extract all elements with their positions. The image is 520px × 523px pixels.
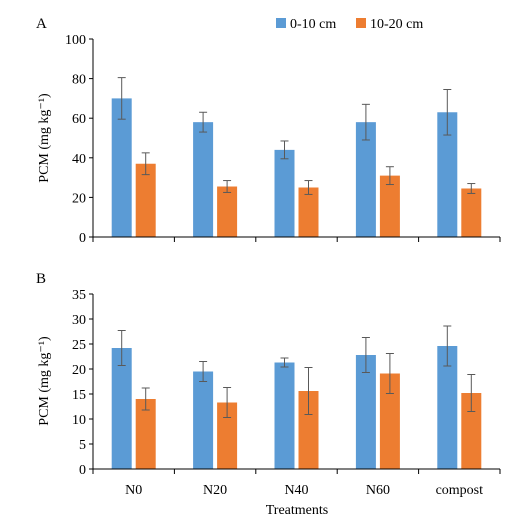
y-tick-label-b: 5 [79,438,86,453]
bar-a-s1-n40 [274,149,295,237]
legend-swatch-10-20cm [356,18,366,28]
bar-a-s1-n60 [355,122,376,237]
y-axis-label-a: PCM (mg kg⁻¹) [37,93,52,183]
y-tick-label-a: 100 [65,33,86,48]
y-tick-label-b: 20 [72,363,86,378]
bar-b-s2-n20 [217,402,238,469]
bar-a-s1-n0 [111,98,132,238]
panel-label-b: B [36,271,46,287]
axes-a [92,39,501,242]
y-tick-label-a: 0 [79,231,86,246]
bars-a [111,77,482,238]
x-category-label-n0: N0 [125,483,142,498]
bar-b-s2-n60 [379,373,400,469]
legend: 0-10 cm 10-20 cm [276,17,423,32]
bar-a-s2-n20 [217,186,238,237]
bar-b-s1-n0 [111,348,132,469]
bar-a-s2-n60 [379,175,400,237]
x-category-label-n20: N20 [203,483,227,498]
y-tick-label-b: 10 [72,413,86,428]
legend-label-10-20cm: 10-20 cm [370,17,423,32]
y-ticks-a: 0 20 40 60 80 100 [65,33,93,246]
bar-b-s1-n20 [193,371,214,469]
x-axis-title: Treatments [266,503,328,518]
y-tick-label-b: 30 [72,313,86,328]
y-tick-label-b: 35 [72,288,86,303]
bar-a-s1-n20 [193,122,214,237]
x-category-label-n40: N40 [284,483,308,498]
y-tick-label-a: 20 [72,191,86,206]
chart-panel-a: A PCM (mg kg⁻¹) 0 20 40 60 80 100 [36,16,501,246]
bar-b-s2-compost [461,393,482,469]
legend-swatch-0-10cm [276,18,286,28]
y-tick-label-b: 0 [79,463,86,478]
bar-a-s2-n40 [298,187,319,237]
x-category-label-n60: N60 [366,483,390,498]
bars-b [111,325,482,469]
bar-b-s1-n60 [355,355,376,469]
x-category-label-compost: compost [436,483,484,498]
bar-b-s2-n0 [135,399,156,469]
y-tick-label-a: 40 [72,152,86,167]
axes-b [92,294,501,474]
y-tick-label-a: 60 [72,112,86,127]
y-ticks-b: 0 5 10 15 20 25 30 35 [72,288,93,478]
panel-label-a: A [36,16,47,32]
bar-b-s2-n40 [298,391,319,469]
legend-label-0-10cm: 0-10 cm [290,17,336,32]
bar-a-s2-n0 [135,163,156,237]
bar-b-s1-n40 [274,362,295,469]
y-axis-label-b: PCM (mg kg⁻¹) [37,336,52,426]
y-tick-label-a: 80 [72,73,86,88]
bar-a-s2-compost [461,188,482,237]
y-tick-label-b: 15 [72,388,86,403]
bar-b-s1-compost [437,346,458,469]
bar-a-s1-compost [437,112,458,237]
x-category-labels-b: N0 N20 N40 N60 compost [125,483,483,498]
y-tick-label-b: 25 [72,338,86,353]
